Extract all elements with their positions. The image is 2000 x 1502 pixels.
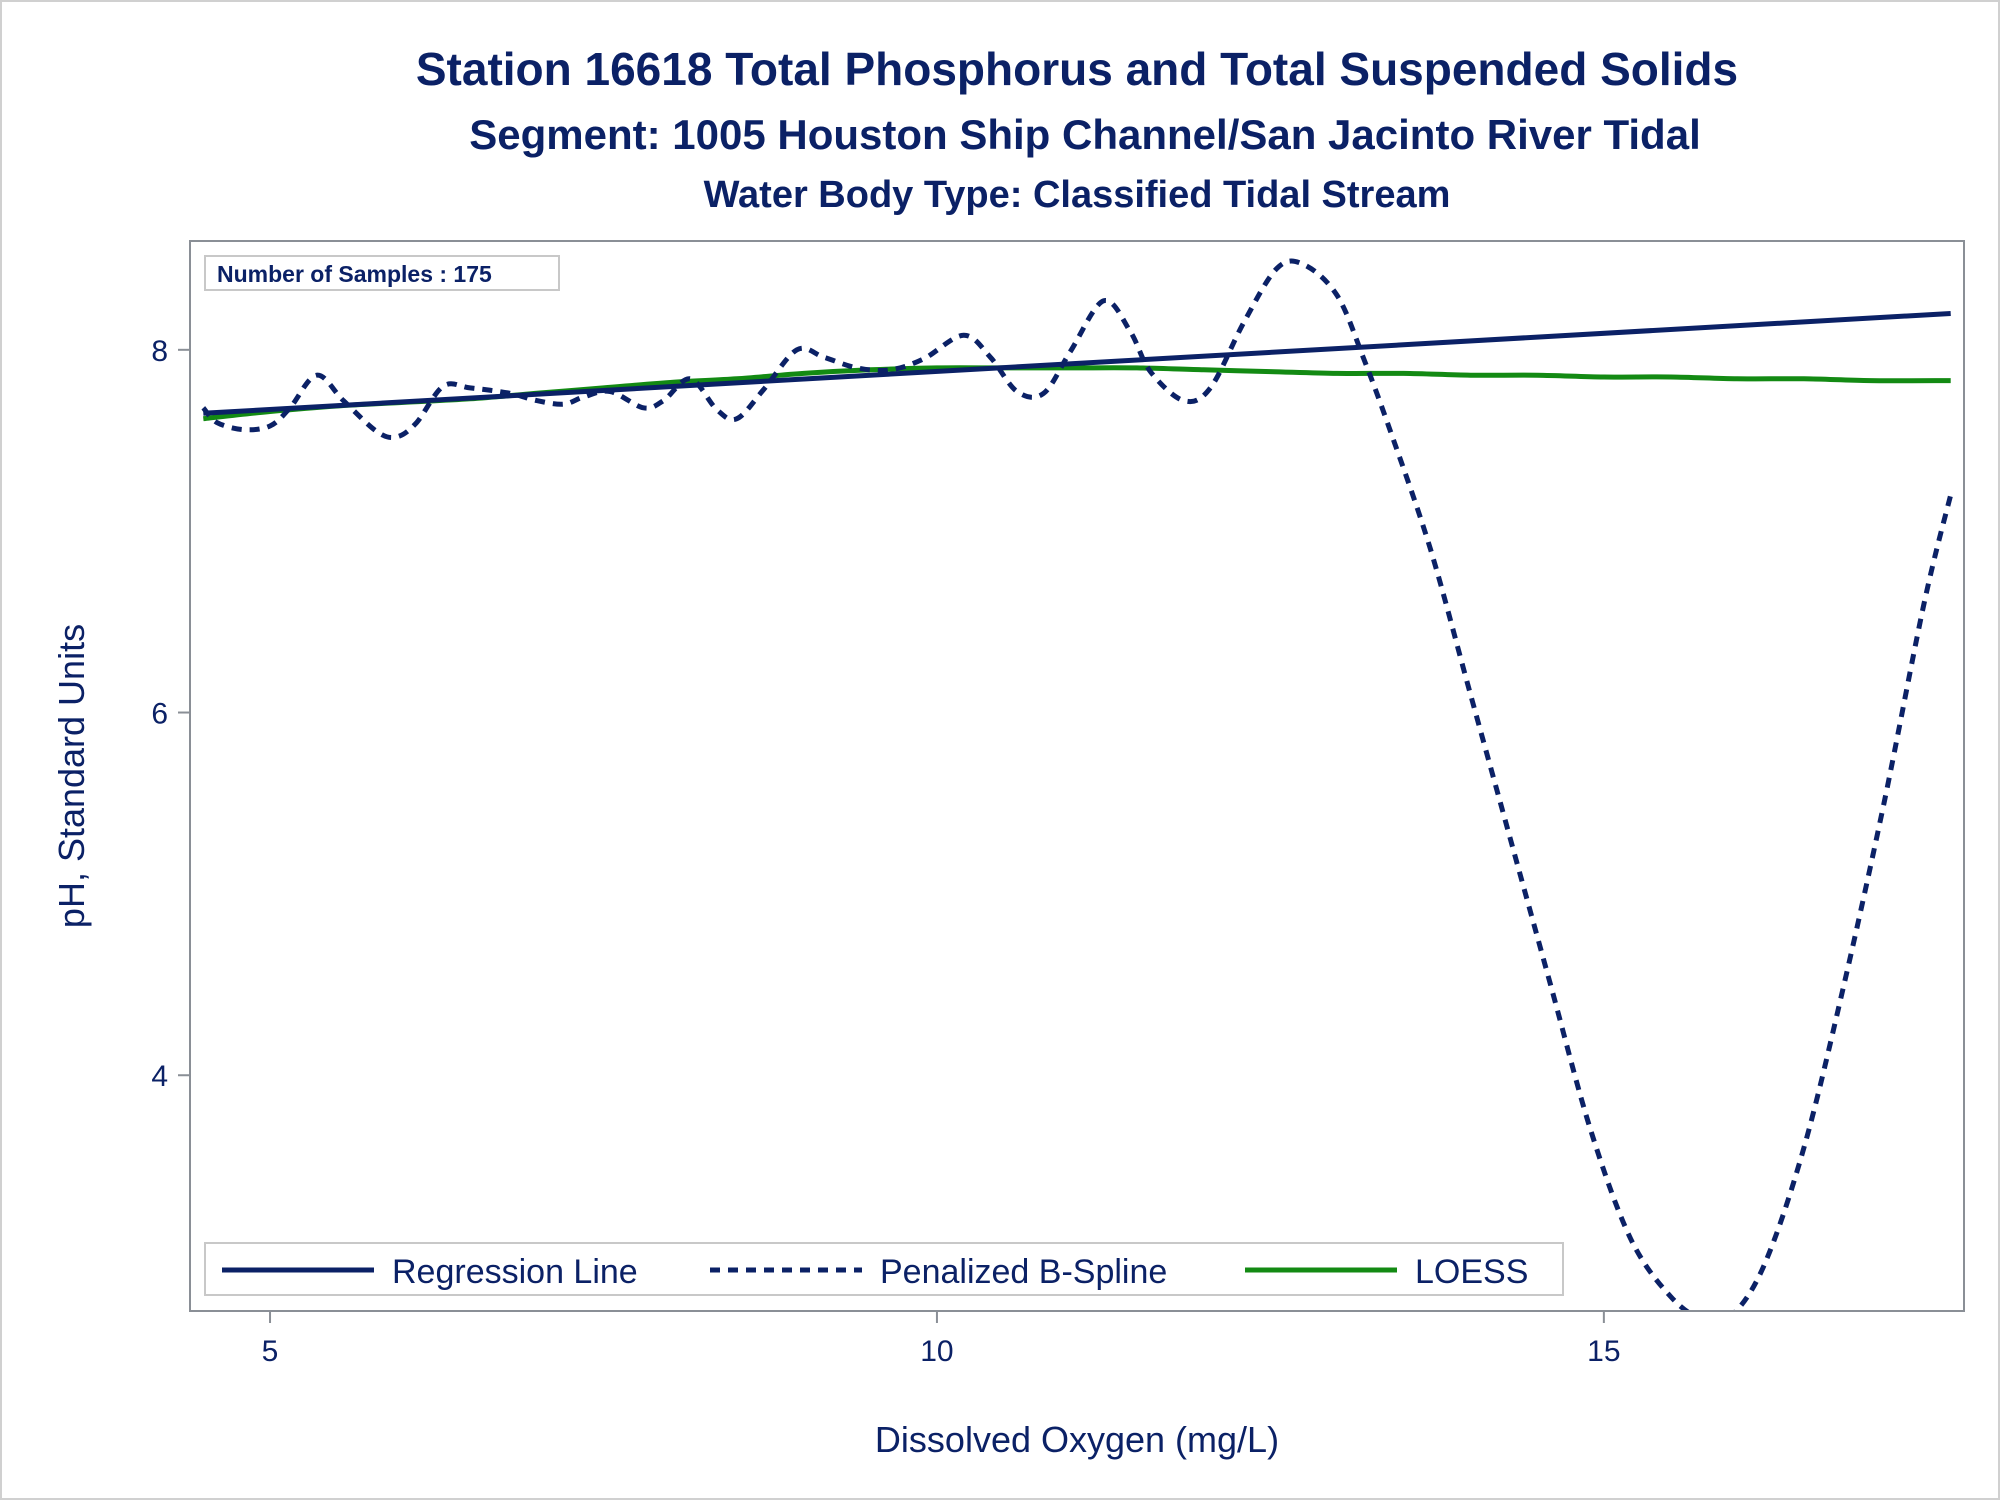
y-tick-label: 8 — [151, 335, 168, 368]
plot-area-border — [189, 240, 1965, 1312]
legend-label-loess: LOESS — [1415, 1253, 1528, 1291]
series-loess — [203, 365, 1951, 422]
series-regression-line — [203, 311, 1951, 416]
series-penalized-b-spline — [201, 258, 1954, 1310]
series-layer — [201, 258, 1954, 1310]
legend-label-penalized-b-spline: Penalized B-Spline — [880, 1253, 1167, 1291]
chart-title: Station 16618 Total Phosphorus and Total… — [416, 43, 1738, 95]
y-tick-label: 6 — [151, 698, 168, 731]
x-tick-label: 15 — [1587, 1335, 1620, 1368]
x-tick-label: 5 — [262, 1335, 279, 1368]
x-axis-label: Dissolved Oxygen (mg/L) — [875, 1419, 1279, 1460]
legend-label-regression-line: Regression Line — [392, 1253, 638, 1291]
chart-subtitle-secondary: Water Body Type: Classified Tidal Stream — [704, 174, 1451, 216]
x-tick-label: 10 — [920, 1335, 953, 1368]
axis-layer: 5 10 15 4 6 8 — [151, 335, 1620, 1368]
legend: Regression Line Penalized B-Spline LOESS — [204, 1242, 1564, 1296]
sample-count-box — [204, 255, 560, 291]
y-tick-label: 4 — [151, 1060, 168, 1093]
sample-count-label: Number of Samples : 175 — [217, 261, 492, 287]
chart-subtitle: Segment: 1005 Houston Ship Channel/San J… — [469, 111, 1701, 158]
y-axis-label: pH, Standard Units — [51, 624, 92, 928]
